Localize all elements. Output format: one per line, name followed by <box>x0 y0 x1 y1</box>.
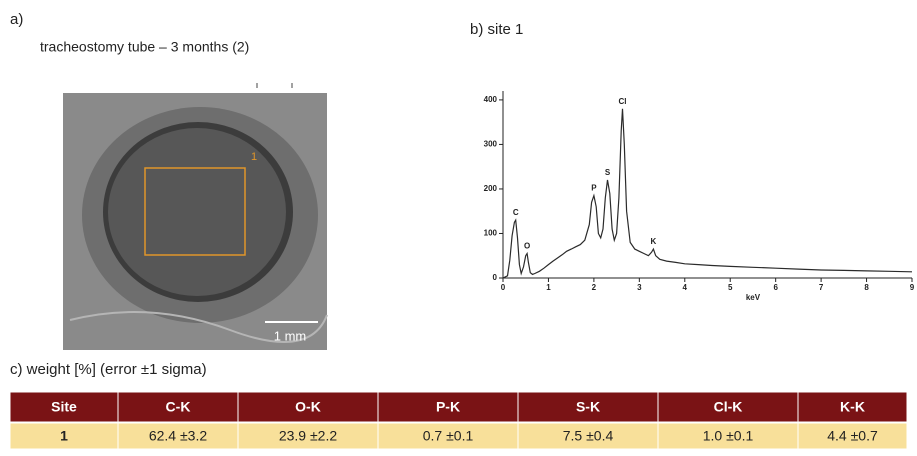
header-text: K-K <box>840 399 865 415</box>
x-tick-label: 8 <box>864 283 869 292</box>
x-tick-label: 9 <box>910 283 915 292</box>
header-text: S-K <box>576 399 600 415</box>
cell-text: 23.9 ±2.2 <box>279 428 337 444</box>
cell-text: 62.4 ±3.2 <box>149 428 207 444</box>
chart-title: b) site 1 <box>470 21 523 38</box>
x-tick-label: 4 <box>683 283 688 292</box>
x-tick-label: 6 <box>773 283 778 292</box>
figure: a) tracheostomy tube – 3 months (2) 1 1 … <box>0 0 917 456</box>
peak-label: P <box>591 184 597 193</box>
peak-label: C <box>513 208 519 217</box>
y-tick-label: 400 <box>484 95 498 104</box>
y-tick-label: 200 <box>484 184 498 193</box>
x-tick-label: 0 <box>501 283 506 292</box>
spectrum-line <box>503 109 912 278</box>
cell-text: 1 <box>60 428 68 444</box>
cell-text: 4.4 ±0.7 <box>827 428 878 444</box>
header-text: Cl-K <box>714 399 743 415</box>
x-tick-label: 7 <box>819 283 824 292</box>
sem-image: 1 1 mm <box>63 83 327 350</box>
peak-label: S <box>605 168 611 177</box>
page: a) tracheostomy tube – 3 months (2) 1 1 … <box>0 0 917 456</box>
peak-label: Cl <box>619 97 627 106</box>
peak-label: K <box>651 237 657 246</box>
cell-text: 0.7 ±0.1 <box>423 428 474 444</box>
x-axis-label: keV <box>746 293 761 302</box>
y-tick-label: 300 <box>484 140 498 149</box>
scale-bar-label: 1 mm <box>274 328 307 343</box>
x-tick-label: 2 <box>592 283 597 292</box>
x-tick-label: 5 <box>728 283 733 292</box>
x-tick-label: 3 <box>637 283 642 292</box>
y-tick-label: 100 <box>484 229 498 238</box>
header-text: O-K <box>295 399 321 415</box>
inner-disc <box>108 128 286 296</box>
x-tick-label: 1 <box>546 283 551 292</box>
cell-text: 7.5 ±0.4 <box>563 428 614 444</box>
cell-text: 1.0 ±0.1 <box>703 428 754 444</box>
y-tick-label: 0 <box>493 273 498 282</box>
panel-label: a) <box>10 11 23 28</box>
table-caption: c) weight [%] (error ±1 sigma) <box>10 361 207 378</box>
peak-label: O <box>524 242 530 251</box>
header-text: Site <box>51 399 77 415</box>
panel-title: tracheostomy tube – 3 months (2) <box>40 39 249 55</box>
header-text: C-K <box>166 399 191 415</box>
site-marker: 1 <box>251 151 257 163</box>
header-text: P-K <box>436 399 460 415</box>
